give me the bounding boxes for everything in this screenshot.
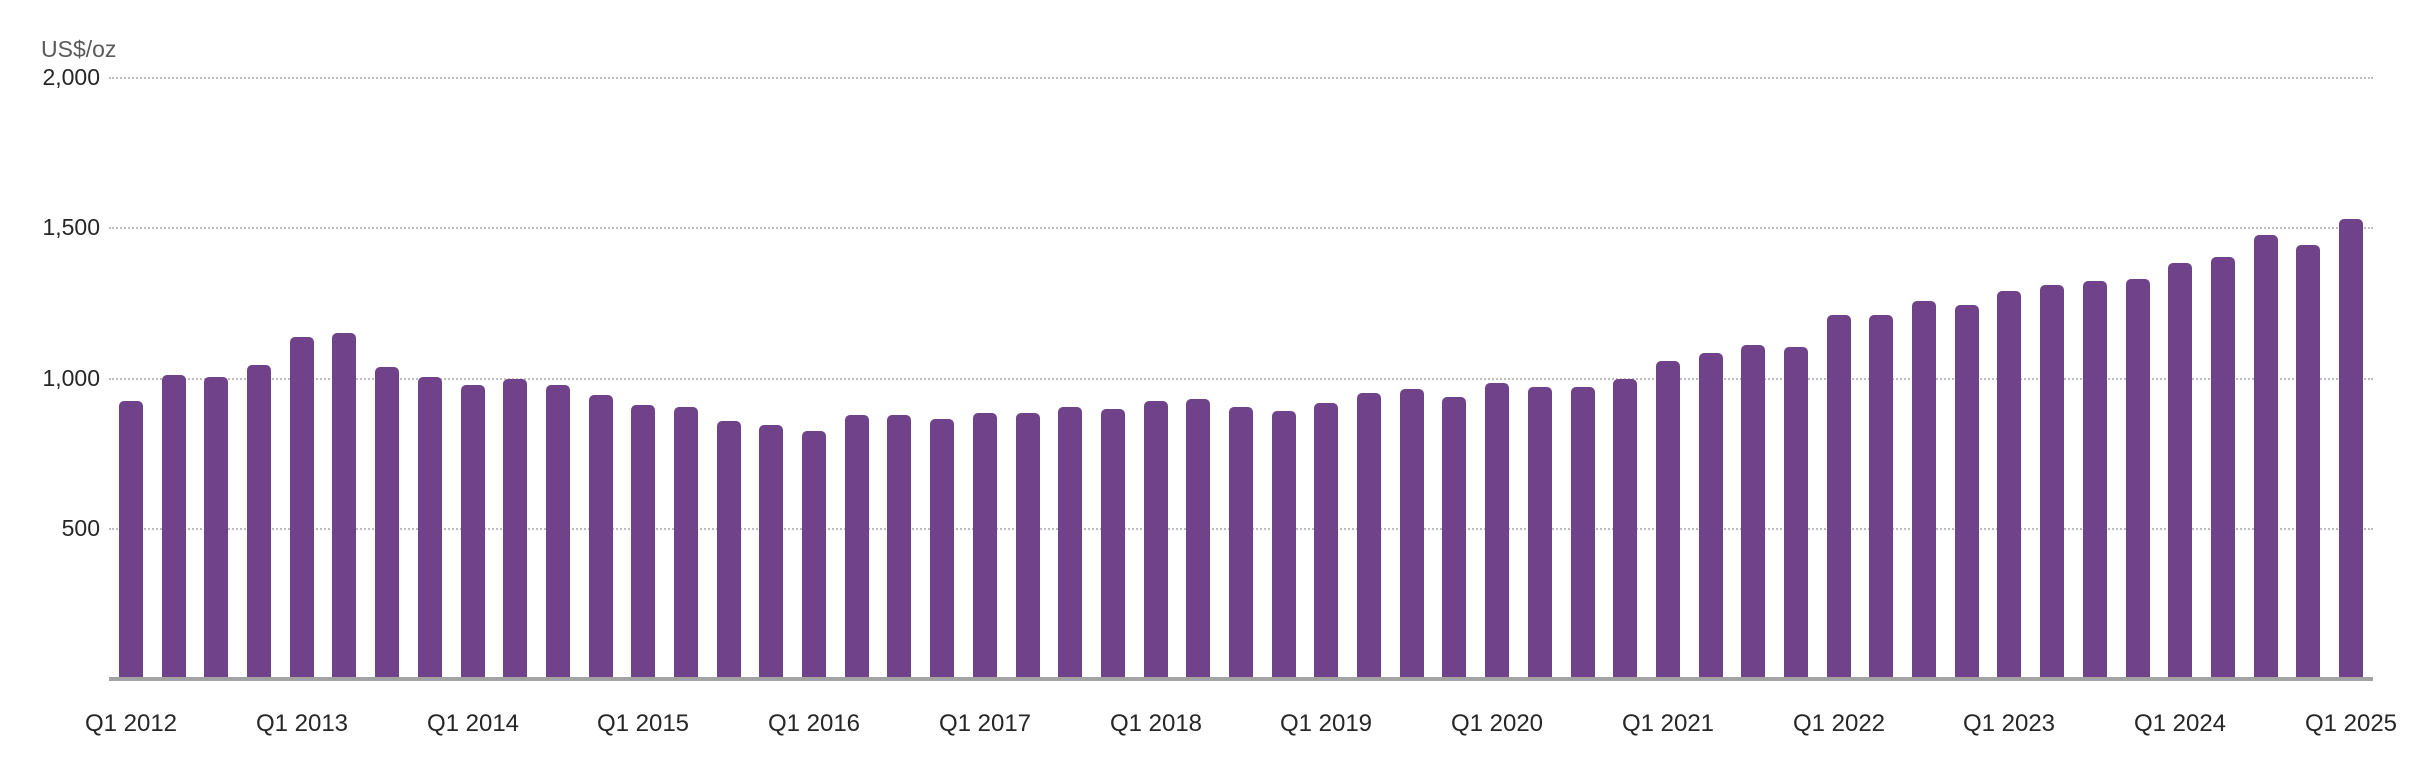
bar: [1101, 409, 1125, 679]
bar: [1357, 393, 1381, 679]
bar: [887, 415, 911, 679]
x-tick-label: Q1 2024: [2133, 710, 2227, 737]
bar: [2296, 245, 2320, 679]
bar: [1827, 315, 1851, 679]
bar: [1016, 413, 1040, 679]
bar: [1144, 401, 1168, 679]
bar: [162, 375, 186, 679]
bar: [1528, 387, 1552, 679]
bar: [418, 377, 442, 679]
y-tick-label: 1,000: [42, 365, 100, 391]
x-tick-label: Q1 2023: [1962, 710, 2056, 737]
bar: [461, 385, 485, 679]
x-tick-label: Q1 2017: [938, 710, 1032, 737]
x-tick-label: Q1 2025: [2304, 710, 2398, 737]
bar: [1571, 387, 1595, 679]
bar: [2211, 257, 2235, 679]
bar: [2126, 279, 2150, 679]
bar: [1997, 291, 2021, 679]
bar: [1272, 411, 1296, 679]
bar: [119, 401, 143, 679]
bar: [247, 365, 271, 679]
x-tick-label: Q1 2016: [767, 710, 861, 737]
gridline: [109, 227, 2373, 229]
bar: [1699, 353, 1723, 679]
bar: [503, 379, 527, 679]
bar: [1869, 315, 1893, 679]
bar: [802, 431, 826, 679]
y-tick-label: 1,500: [42, 214, 100, 240]
x-tick-label: Q1 2019: [1279, 710, 1373, 737]
bar: [1058, 407, 1082, 679]
bar: [2040, 285, 2064, 679]
x-tick-label: Q1 2018: [1109, 710, 1203, 737]
bar: [717, 421, 741, 679]
bar: [2339, 219, 2363, 679]
bar: [1186, 399, 1210, 679]
x-tick-label: Q1 2014: [426, 710, 520, 737]
bar: [1442, 397, 1466, 679]
y-axis-unit-label: US$/oz: [41, 36, 117, 62]
bar: [375, 367, 399, 679]
x-tick-label: Q1 2015: [596, 710, 690, 737]
bar: [1485, 383, 1509, 679]
bar: [845, 415, 869, 679]
x-axis-baseline: [109, 677, 2373, 681]
bar: [332, 333, 356, 679]
x-tick-label: Q1 2021: [1621, 710, 1715, 737]
x-tick-label: Q1 2022: [1792, 710, 1886, 737]
x-tick-label: Q1 2013: [255, 710, 349, 737]
gridline: [109, 378, 2373, 380]
bar: [1656, 361, 1680, 679]
bar: [759, 425, 783, 679]
bar: [1314, 403, 1338, 679]
bar: [589, 395, 613, 679]
bar: [2083, 281, 2107, 679]
y-tick-label: 500: [61, 515, 100, 541]
bar: [631, 405, 655, 679]
x-tick-label: Q1 2012: [84, 710, 178, 737]
bar: [973, 413, 997, 679]
y-tick-label: 2,000: [42, 64, 100, 90]
bar: [2254, 235, 2278, 679]
bar: [1912, 301, 1936, 679]
bar: [204, 377, 228, 679]
bar: [290, 337, 314, 679]
bar: [1955, 305, 1979, 679]
bar: [1741, 345, 1765, 679]
bar: [1613, 379, 1637, 679]
bar: [1784, 347, 1808, 679]
bar: [2168, 263, 2192, 679]
gridline: [109, 77, 2373, 79]
bar: [930, 419, 954, 679]
bar: [674, 407, 698, 679]
bar: [1400, 389, 1424, 679]
x-tick-label: Q1 2020: [1450, 710, 1544, 737]
bar: [1229, 407, 1253, 679]
bar: [546, 385, 570, 679]
